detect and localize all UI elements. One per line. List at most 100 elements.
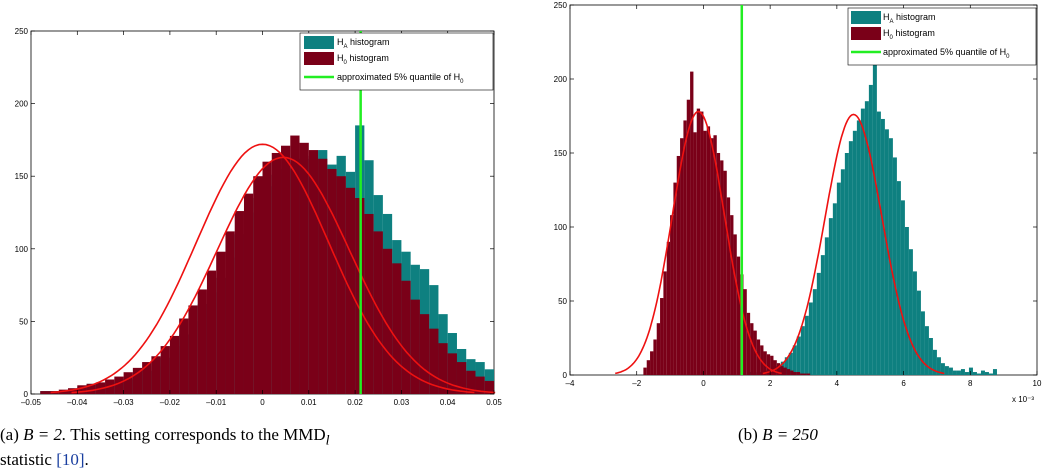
legend-label-h0-a: H0 histogram [337, 53, 389, 66]
hist-bar-h0-a [253, 176, 263, 394]
hist-bar-ha-b [956, 370, 961, 375]
x-tick-label-a: –0.03 [114, 398, 135, 407]
hist-bar-h0-a [169, 335, 180, 394]
hist-bar-h0-b [783, 367, 787, 375]
hist-bar-h0-a [327, 168, 337, 394]
hist-bar-h0-b [660, 298, 664, 375]
y-tick-label-a: 150 [15, 172, 29, 181]
plot-area-b [569, 4, 1038, 376]
hist-bar-ha-b [788, 352, 793, 375]
hist-bar-ha-b [864, 101, 869, 375]
x-tick-label-a: 0 [260, 398, 265, 407]
hist-bar-h0-b [690, 71, 694, 375]
hist-bar-ha-b [964, 372, 969, 375]
x-tick-label-a: 0.03 [394, 398, 410, 407]
hist-bar-h0-b [726, 197, 731, 375]
hist-bar-ha-b [852, 130, 857, 375]
hist-bar-h0-b [686, 99, 691, 375]
hist-bar-ha-b [912, 271, 917, 375]
x-tick-label-b: –2 [632, 379, 641, 388]
y-tick-label-a: 50 [19, 317, 28, 326]
hist-bar-ha-b [936, 357, 941, 375]
hist-bar-ha-b [960, 369, 965, 375]
hist-bar-ha-b [784, 357, 789, 375]
hist-bar-h0-b [723, 170, 727, 375]
hist-bar-ha-b [968, 367, 973, 375]
hist-bar-h0-b [743, 289, 747, 375]
legend-swatch-h0-a [304, 52, 334, 65]
hist-bar-h0-b [753, 330, 757, 375]
x-tick-label-a: 0.02 [347, 398, 363, 407]
x-tick-label-a: 0.05 [486, 398, 502, 407]
hist-bar-h0-a [188, 305, 198, 394]
x-tick-label-b: 0 [701, 379, 706, 388]
y-tick-label-b: 0 [563, 371, 568, 380]
hist-bar-h0-a [206, 270, 217, 394]
hist-bar-ha-b [972, 372, 977, 375]
hist-bar-h0-a [281, 145, 291, 394]
hist-bar-h0-a [225, 231, 235, 394]
hist-bar-h0-a [410, 299, 420, 394]
hist-bar-h0-b [806, 373, 811, 375]
legend-label-quantile-b: approximated 5% quantile of H0 [883, 47, 1010, 60]
hist-bar-h0-b [733, 234, 737, 375]
caption-b-math: B = 250 [762, 425, 818, 444]
hist-bar-ha-b [888, 138, 893, 375]
hist-bar-h0-b [703, 130, 707, 375]
y-tick-label-a: 250 [15, 27, 29, 36]
hist-bar-h0-a [243, 193, 254, 394]
x-tick-label-a: –0.02 [160, 398, 181, 407]
hist-bar-h0-b [643, 367, 647, 375]
hist-bar-h0-b [710, 138, 714, 375]
hist-bar-h0-a [466, 370, 476, 394]
caption-b: (b) B = 250 [738, 425, 818, 445]
hist-bar-h0-b [730, 215, 734, 375]
hist-bar-ha-b [988, 373, 993, 375]
hist-bar-h0-a [438, 343, 448, 394]
hist-bar-ha-b [924, 326, 929, 375]
hist-bar-h0-b [683, 120, 687, 375]
hist-bar-h0-b [766, 354, 771, 375]
hist-bar-h0-b [696, 108, 701, 375]
x-tick-label-b: 8 [968, 379, 973, 388]
legend-swatch-h0-b [851, 27, 881, 40]
caption-a-citation[interactable]: [10] [56, 450, 85, 470]
fit-curve-h0-a [50, 143, 475, 394]
caption-a-end: . [84, 450, 89, 470]
hist-bar-h0-a [308, 150, 319, 394]
legend-label-quantile-a: approximated 5% quantile of H0 [337, 72, 464, 85]
y-tick-label-b: 100 [554, 223, 568, 232]
hist-bar-h0-a [142, 362, 152, 394]
hist-bar-h0-a [382, 248, 393, 394]
hist-bar-ha-b [832, 203, 837, 375]
hist-bar-h0-a [373, 231, 383, 394]
x-tick-label-a: –0.04 [67, 398, 88, 407]
y-tick-label-b: 250 [554, 1, 568, 10]
hist-bar-ha-b [800, 326, 805, 375]
hist-bar-h0-a [456, 362, 467, 394]
hist-bar-ha-b [840, 169, 845, 375]
y-tick-label-a: 200 [15, 100, 29, 109]
hist-bar-ha-b [900, 200, 905, 375]
hist-bar-h0-a [151, 356, 161, 394]
hist-bar-h0-a [290, 135, 300, 394]
legend-label-ha-b: HA histogram [883, 12, 936, 25]
hist-bar-ha-b [804, 315, 809, 375]
hist-bar-h0-a [475, 376, 485, 394]
hist-bar-h0-b [670, 215, 674, 375]
hist-bar-h0-b [780, 366, 784, 375]
caption-a-line2: statistic [0, 450, 52, 470]
hist-bar-ha-b [828, 218, 833, 375]
x-tick-label-b: 4 [835, 379, 840, 388]
hist-bar-ha-b [812, 289, 817, 375]
x-tick-label-a: 0.01 [301, 398, 317, 407]
fit-curve-ha-a [71, 156, 496, 394]
hist-bar-h0-a [132, 367, 143, 394]
caption-a-label: (a) [0, 425, 19, 444]
hist-bar-h0-b [680, 138, 684, 375]
hist-bar-h0-a [419, 314, 430, 394]
hist-bar-h0-b [706, 126, 711, 375]
legend-label-h0-b: H0 histogram [883, 28, 935, 41]
histograms-b [643, 64, 997, 376]
